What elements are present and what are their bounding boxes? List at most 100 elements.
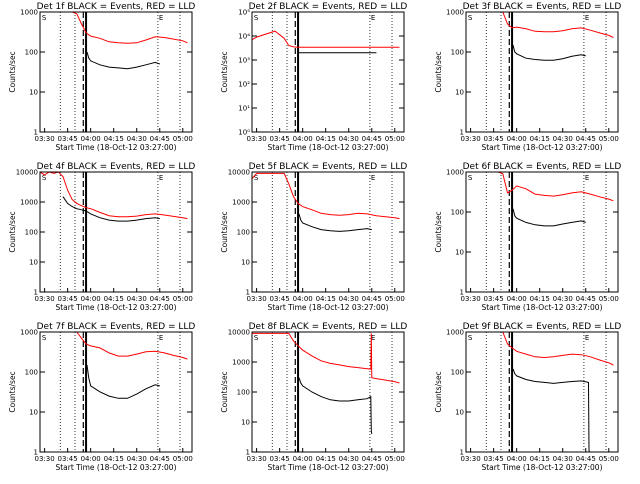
end-marker-label: E xyxy=(159,334,163,342)
y-tick-label: 1 xyxy=(460,289,464,297)
y-tick-label: 1 xyxy=(246,289,250,297)
start-marker-label: S xyxy=(42,14,47,22)
y-tick-label: 1000 xyxy=(446,9,464,17)
y-tick-label: 10000 xyxy=(16,169,38,177)
x-tick-label: 03:30 xyxy=(247,295,267,303)
y-tick-label: 10¹ xyxy=(238,105,250,113)
panel-3: Det 3f BLACK = Events, RED = LLD S E 1 10 100… xyxy=(434,2,621,152)
y-axis-label: Counts/sec xyxy=(8,211,17,252)
x-tick-label: 03:45 xyxy=(484,455,504,463)
x-tick-label: 04:15 xyxy=(104,135,124,143)
x-tick-label: 04:00 xyxy=(293,135,313,143)
start-marker-label: S xyxy=(254,334,259,342)
end-marker-label: E xyxy=(585,174,589,182)
lld-series-line xyxy=(40,12,188,44)
x-tick-label: 03:45 xyxy=(58,135,78,143)
y-axis-label: Counts/sec xyxy=(434,51,443,92)
events-series-line xyxy=(512,44,586,61)
y-tick-label: 10⁰ xyxy=(238,129,250,137)
lld-series-line xyxy=(466,332,614,366)
x-tick-label: 04:15 xyxy=(530,135,550,143)
x-tick-label: 05:00 xyxy=(599,295,619,303)
start-marker-label: S xyxy=(468,334,473,342)
x-axis-label: Start Time (18-Oct-12 03:27:00) xyxy=(55,463,176,472)
end-marker-label: E xyxy=(371,334,375,342)
y-tick-label: 1 xyxy=(246,449,250,457)
y-tick-label: 10² xyxy=(238,81,250,89)
x-tick-label: 04:00 xyxy=(81,295,101,303)
lld-series-line xyxy=(252,332,400,384)
x-tick-label: 03:45 xyxy=(484,295,504,303)
y-axis-label: Counts/sec xyxy=(220,371,229,412)
events-series-line xyxy=(298,377,373,434)
end-marker-label: E xyxy=(371,14,375,22)
x-tick-label: 03:30 xyxy=(461,455,481,463)
y-tick-label: 1000 xyxy=(20,329,38,337)
x-tick-label: 04:45 xyxy=(150,455,170,463)
y-axis-label: Counts/sec xyxy=(434,371,443,412)
x-tick-label: 04:30 xyxy=(127,135,147,143)
end-marker-label: E xyxy=(585,14,589,22)
y-tick-label: 1 xyxy=(460,129,464,137)
x-tick-label: 05:00 xyxy=(385,295,405,303)
y-tick-label: 1000 xyxy=(446,329,464,337)
x-tick-label: 04:15 xyxy=(104,455,124,463)
end-marker-label: E xyxy=(159,174,163,182)
y-tick-label: 1000 xyxy=(20,199,38,207)
plot-frame xyxy=(465,171,619,293)
y-tick-label: 100 xyxy=(25,229,38,237)
panel-9: Det 9f BLACK = Events, RED = LLD S E 1 10 100… xyxy=(434,322,621,472)
x-tick-label: 05:00 xyxy=(599,455,619,463)
panel-1: Det 1f BLACK = Events, RED = LLD S E 1 10 100… xyxy=(8,2,195,152)
x-tick-label: 04:15 xyxy=(316,295,336,303)
x-tick-label: 03:30 xyxy=(35,135,55,143)
x-axis-label: Start Time (18-Oct-12 03:27:00) xyxy=(481,303,602,312)
plot-frame xyxy=(251,11,405,133)
lld-series-line xyxy=(252,30,400,48)
x-tick-label: 03:30 xyxy=(35,455,55,463)
x-tick-label: 04:30 xyxy=(339,295,359,303)
x-tick-label: 05:00 xyxy=(385,135,405,143)
x-tick-label: 04:45 xyxy=(150,295,170,303)
y-axis-label: Counts/sec xyxy=(220,51,229,92)
y-tick-label: 10 xyxy=(29,259,38,267)
y-tick-label: 100 xyxy=(451,209,464,217)
x-tick-label: 04:45 xyxy=(362,135,382,143)
x-tick-label: 04:00 xyxy=(507,455,527,463)
y-axis-label: Counts/sec xyxy=(434,211,443,252)
lld-series-line xyxy=(40,332,188,360)
x-tick-label: 04:30 xyxy=(553,135,573,143)
x-tick-label: 04:00 xyxy=(81,455,101,463)
x-tick-label: 05:00 xyxy=(385,455,405,463)
events-series-line xyxy=(62,196,160,222)
x-tick-label: 04:30 xyxy=(339,135,359,143)
x-tick-label: 03:30 xyxy=(247,455,267,463)
y-tick-label: 100 xyxy=(451,369,464,377)
y-tick-label: 100 xyxy=(25,49,38,57)
x-axis-label: Start Time (18-Oct-12 03:27:00) xyxy=(481,143,602,152)
start-marker-label: S xyxy=(42,174,47,182)
plot-frame xyxy=(39,171,193,293)
y-tick-label: 10 xyxy=(455,249,464,257)
plot-frame xyxy=(39,331,193,453)
lld-series-line xyxy=(40,172,188,220)
x-tick-label: 05:00 xyxy=(173,135,193,143)
x-tick-label: 05:00 xyxy=(173,295,193,303)
x-tick-label: 04:00 xyxy=(81,135,101,143)
start-marker-label: S xyxy=(42,334,47,342)
y-axis-label: Counts/sec xyxy=(8,51,17,92)
y-tick-label: 1 xyxy=(34,289,38,297)
x-tick-label: 04:30 xyxy=(339,455,359,463)
x-axis-label: Start Time (18-Oct-12 03:27:00) xyxy=(55,303,176,312)
plot-frame xyxy=(39,11,193,133)
x-tick-label: 04:15 xyxy=(104,295,124,303)
y-tick-label: 10 xyxy=(455,409,464,417)
x-tick-label: 03:30 xyxy=(461,295,481,303)
x-tick-label: 03:45 xyxy=(58,455,78,463)
x-tick-label: 04:15 xyxy=(530,295,550,303)
y-tick-label: 1000 xyxy=(232,199,250,207)
y-tick-label: 10⁵ xyxy=(238,9,250,17)
x-tick-label: 03:45 xyxy=(270,455,290,463)
